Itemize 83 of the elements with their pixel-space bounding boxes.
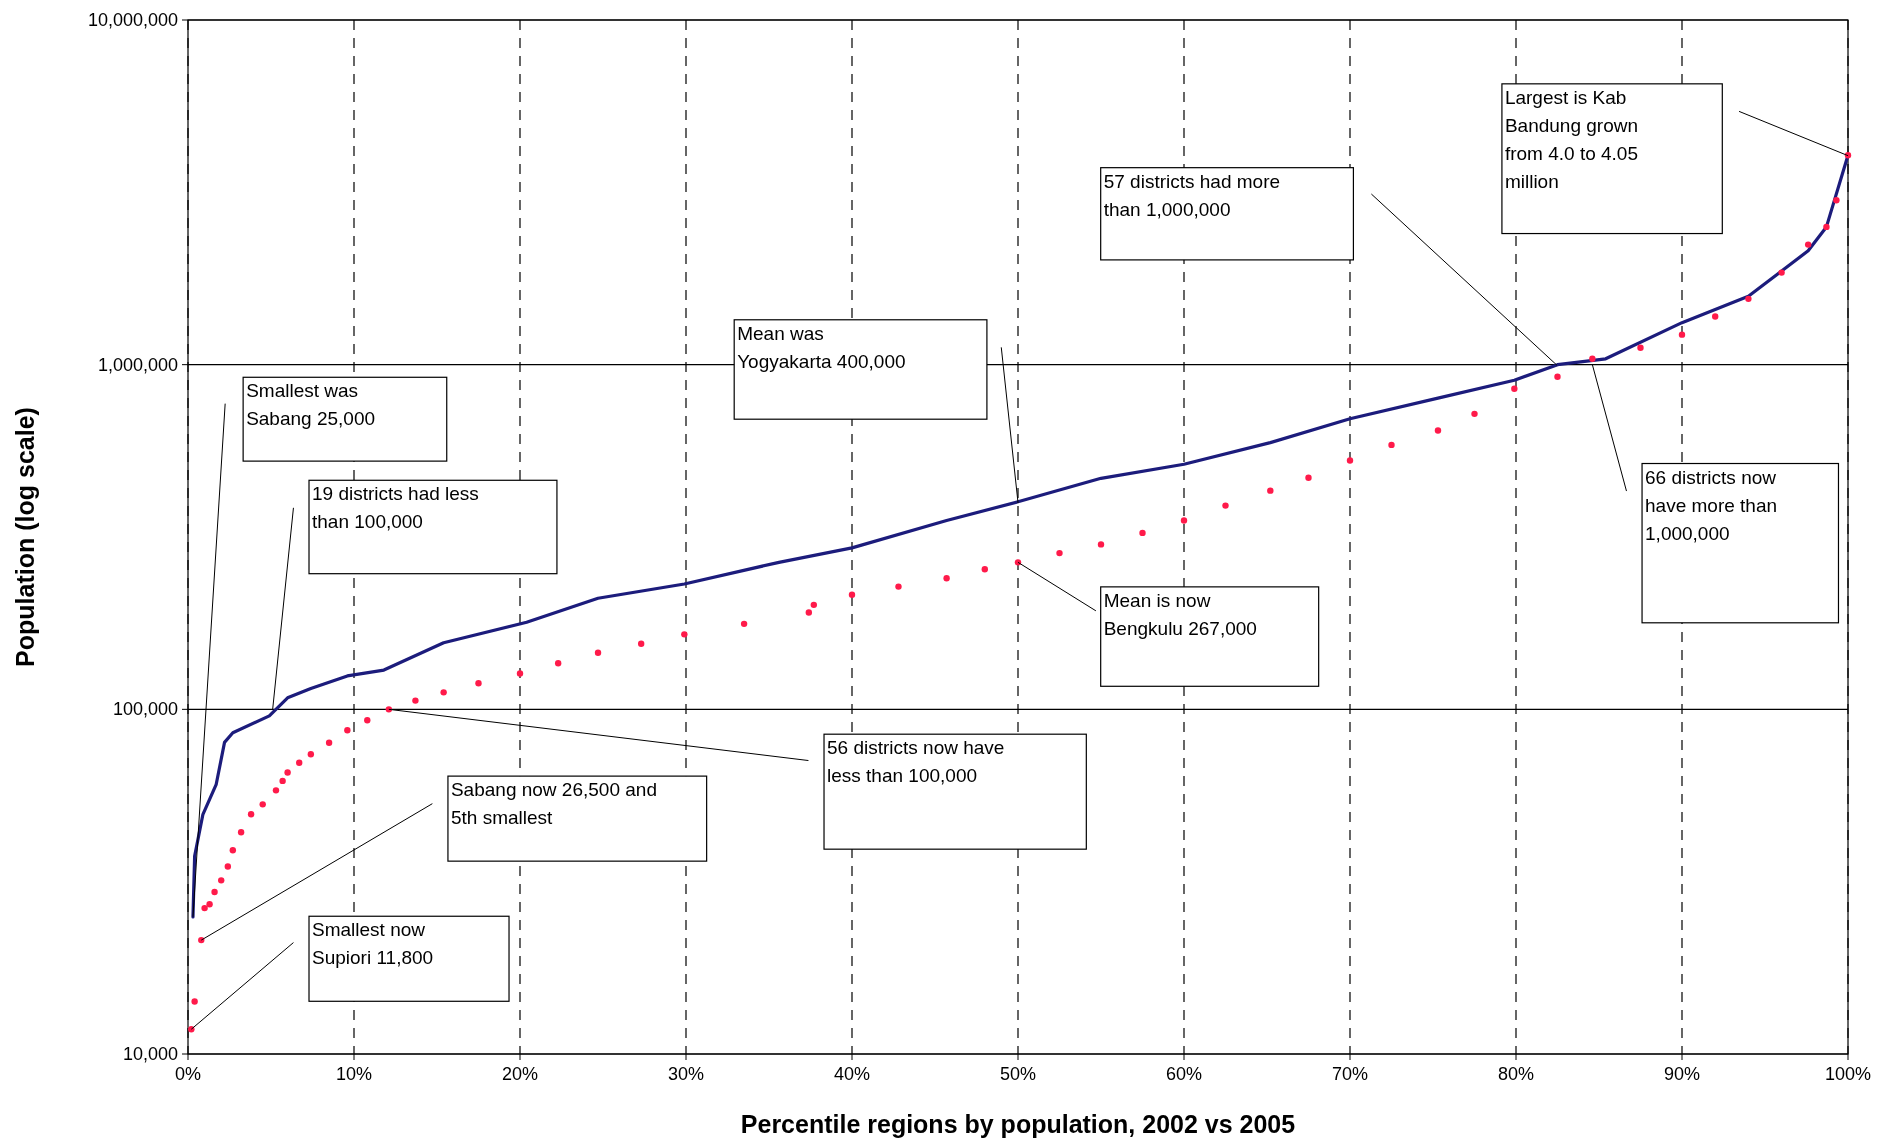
point xyxy=(981,566,988,573)
point xyxy=(296,759,303,766)
point xyxy=(1712,313,1719,320)
point xyxy=(1388,441,1395,449)
point xyxy=(895,583,902,590)
annotation: Mean is now Bengkulu 267,000 xyxy=(1103,589,1257,639)
x-tick-label: 40% xyxy=(833,1064,871,1084)
point xyxy=(1511,385,1518,393)
point xyxy=(516,670,524,677)
point xyxy=(740,620,748,628)
annotation: 57 districts had more than 1,000,000 xyxy=(1103,170,1281,220)
x-tick-label: 30% xyxy=(667,1064,705,1084)
point xyxy=(191,998,198,1005)
x-tick-label: 90% xyxy=(1663,1064,1701,1084)
point xyxy=(1554,373,1561,381)
point xyxy=(1678,331,1686,338)
point xyxy=(1305,474,1312,481)
x-axis-title: Percentile regions by population, 2002 vs 2005 xyxy=(740,1110,1296,1138)
point xyxy=(1589,355,1596,362)
point xyxy=(848,591,856,598)
x-tick-label: 50% xyxy=(999,1064,1037,1084)
point xyxy=(1833,197,1840,204)
point xyxy=(475,680,482,687)
point xyxy=(1778,269,1785,276)
point xyxy=(440,689,447,696)
point xyxy=(1471,410,1478,418)
annotation: 56 districts now have less than 100,000 xyxy=(827,737,1005,787)
point xyxy=(943,575,950,582)
point xyxy=(1056,549,1063,557)
annotation: 19 districts had less than 100,000 xyxy=(312,483,479,533)
x-tick-label: 60% xyxy=(1165,1064,1203,1084)
annotation: 66 districts now have more than 1,000,000 xyxy=(1645,466,1778,544)
annotation: Largest is Kab Bandung grown from 4.0 to 4.05 million xyxy=(1504,86,1639,192)
x-tick-label: 80% xyxy=(1497,1064,1535,1084)
point xyxy=(237,829,245,836)
point xyxy=(211,888,218,896)
point xyxy=(1434,427,1442,434)
point xyxy=(554,660,562,667)
x-tick-label: 100% xyxy=(1824,1064,1872,1084)
point xyxy=(412,697,419,704)
y-tick-label: 10,000 xyxy=(122,1044,178,1064)
point xyxy=(325,739,333,746)
point xyxy=(1267,487,1274,494)
y-tick-label: 1,000,000 xyxy=(97,354,178,375)
point xyxy=(637,640,645,647)
point xyxy=(810,601,818,609)
point xyxy=(681,631,688,638)
annotation: Smallest now Supiori 11,800 xyxy=(312,919,434,969)
point xyxy=(272,787,280,794)
y-tick-label: 100,000 xyxy=(112,699,178,720)
point xyxy=(1222,502,1229,509)
point xyxy=(224,863,232,870)
point xyxy=(344,726,351,734)
point xyxy=(307,751,315,758)
point xyxy=(1637,344,1644,351)
point xyxy=(229,847,237,854)
point xyxy=(1139,529,1146,537)
point xyxy=(247,811,255,818)
point xyxy=(805,609,813,616)
annotation: Sabang now 26,500 and 5th smallest xyxy=(450,779,657,829)
point xyxy=(201,904,208,912)
point xyxy=(1745,295,1752,303)
x-tick-label: 10% xyxy=(335,1064,373,1084)
point xyxy=(206,901,213,908)
y-tick-label: 10,000,000 xyxy=(87,10,178,30)
y-axis-title: Population (log scale) xyxy=(11,407,39,667)
annotation: Smallest was Sabang 25,000 xyxy=(246,380,376,430)
point xyxy=(594,649,602,656)
point xyxy=(279,777,286,785)
point xyxy=(1823,223,1830,231)
point xyxy=(1180,517,1188,524)
point xyxy=(259,801,266,808)
point xyxy=(218,877,225,884)
x-tick-label: 0% xyxy=(174,1064,202,1084)
point xyxy=(1804,241,1812,248)
point xyxy=(385,706,393,713)
x-tick-label: 70% xyxy=(1331,1064,1369,1084)
point xyxy=(1346,457,1354,464)
annotation: Mean was Yogyakarta 400,000 xyxy=(737,322,906,372)
x-tick-label: 20% xyxy=(501,1064,539,1084)
point xyxy=(364,717,371,724)
point xyxy=(1097,541,1105,548)
point xyxy=(284,769,291,776)
